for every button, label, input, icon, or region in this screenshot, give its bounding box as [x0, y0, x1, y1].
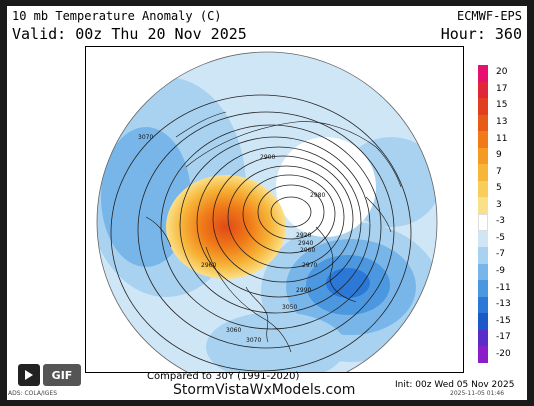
- contour-label: 2920: [296, 232, 311, 239]
- legend-swatch: [478, 114, 488, 132]
- polar-map-svg: 3070 2900 2920 2940 2960 2980 2970 2990 …: [96, 51, 438, 372]
- height-contours: [110, 94, 412, 372]
- legend-label: -9: [496, 265, 505, 276]
- legend-swatch: [478, 230, 488, 248]
- legend-label: 17: [496, 83, 508, 94]
- contour-label: 2940: [298, 240, 313, 247]
- gif-controls: GIF: [18, 364, 81, 386]
- polar-map: 3070 2900 2920 2940 2960 2980 2970 2990 …: [85, 46, 464, 373]
- legend-swatch: [478, 131, 488, 149]
- contour-label: 2900: [260, 154, 275, 161]
- contour-label: 2970: [302, 262, 317, 269]
- legend-label: -7: [496, 249, 505, 260]
- map-title: 10 mb Temperature Anomaly (C): [12, 9, 222, 23]
- legend-label: -20: [496, 348, 511, 359]
- init-time: Init: 00z Wed 05 Nov 2025: [395, 380, 515, 390]
- legend-swatch: [478, 313, 488, 331]
- contour-label: 2960: [300, 247, 315, 254]
- legend-swatch: [478, 65, 488, 83]
- legend-swatch: [478, 214, 488, 232]
- legend-swatch: [478, 296, 488, 314]
- play-button[interactable]: [18, 364, 40, 386]
- legend-swatch: [478, 81, 488, 99]
- legend-label: 11: [496, 133, 508, 144]
- legend-swatch: [478, 346, 488, 364]
- legend-label: 15: [496, 100, 508, 111]
- legend-label: 7: [496, 166, 502, 177]
- play-icon: [25, 370, 33, 380]
- contour-label: 3070: [138, 134, 153, 141]
- legend-swatch: [478, 147, 488, 165]
- legend-label: -5: [496, 232, 505, 243]
- legend-label: 3: [496, 199, 502, 210]
- legend-label: -3: [496, 216, 505, 227]
- legend-swatch: [478, 164, 488, 182]
- legend-label: 9: [496, 150, 502, 161]
- legend-swatch: [478, 98, 488, 116]
- climatology-note: Compared to 30Y (1991-2020): [147, 371, 300, 382]
- contour-label: 3050: [282, 304, 297, 311]
- globe-fill: [97, 52, 437, 372]
- legend-label: -15: [496, 315, 511, 326]
- contour-label: 2990: [296, 287, 311, 294]
- contour-labels: 3070 2900 2920 2940 2960 2980 2970 2990 …: [138, 134, 325, 344]
- legend-swatch: [478, 197, 488, 215]
- legend-label: 13: [496, 116, 508, 127]
- coastlines: [145, 111, 402, 353]
- legend-label: 20: [496, 67, 508, 78]
- legend-swatch: [478, 280, 488, 298]
- generated-timestamp: 2025-11-05 01:46: [450, 390, 505, 397]
- legend-label: -13: [496, 299, 511, 310]
- legend-swatch: [478, 329, 488, 347]
- model-name: ECMWF-EPS: [456, 9, 522, 23]
- legend-swatch: [478, 263, 488, 281]
- contour-label: 2980: [310, 192, 325, 199]
- contour-label: 2960: [201, 262, 216, 269]
- valid-time: Valid: 00z Thu 20 Nov 2025: [12, 25, 247, 43]
- forecast-hour: Hour: 360: [440, 25, 522, 43]
- legend-label: 5: [496, 183, 502, 194]
- contour-label: 3070: [246, 337, 261, 344]
- legend-swatch: [478, 180, 488, 198]
- globe-edge: [96, 51, 438, 372]
- color-legend: 20 17 15 13 11 9 7 5 3 -3 -5 -7 -9 -11 -13 -15 -17 -20: [477, 65, 525, 364]
- legend-label: -17: [496, 332, 511, 343]
- contour-label: 3060: [226, 327, 241, 334]
- map-image-frame: 10 mb Temperature Anomaly (C) Valid: 00z…: [7, 6, 527, 400]
- gif-toggle-button[interactable]: GIF: [43, 364, 81, 386]
- data-source-note: ADS: COLA/IGES: [8, 390, 57, 397]
- site-watermark: StormVistaWxModels.com: [173, 382, 356, 398]
- legend-label: -11: [496, 282, 511, 293]
- legend-swatch: [478, 247, 488, 265]
